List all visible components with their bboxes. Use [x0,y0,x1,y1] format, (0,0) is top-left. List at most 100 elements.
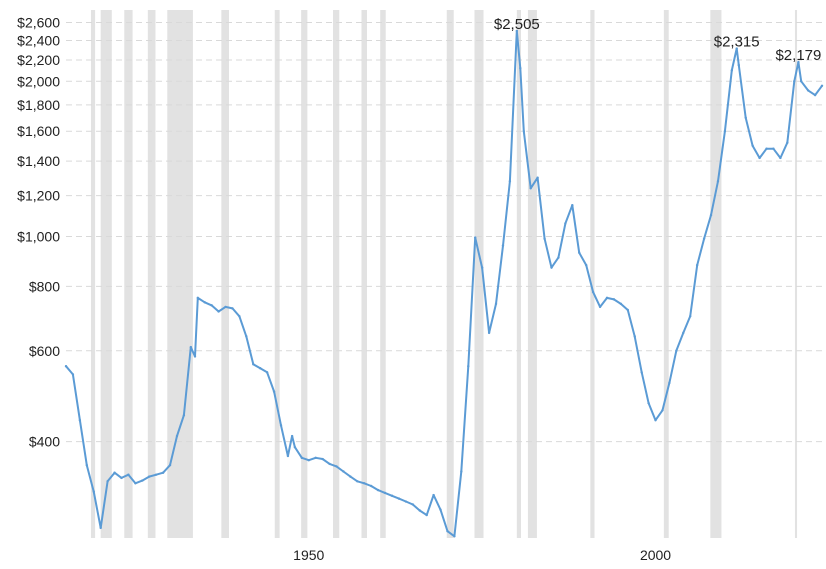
data-point [557,256,560,259]
data-point [716,179,720,183]
x-tick-label: 1950 [293,547,324,563]
data-point [508,179,512,183]
recession-band [590,10,595,538]
x-tick-label: 2000 [640,547,671,563]
data-point [633,335,636,338]
data-point [702,237,706,240]
data-point [314,456,317,460]
y-tick-label: $600 [29,343,60,359]
data-point [342,470,345,473]
data-point [536,176,539,179]
data-point [252,363,255,366]
y-tick-label: $1,000 [17,228,60,244]
data-point [113,471,116,474]
data-point [797,60,800,64]
data-point [175,434,179,438]
data-point [626,308,629,312]
data-point [612,298,616,301]
data-point [619,302,623,306]
data-point [363,482,366,485]
data-point [813,93,817,97]
recession-band [474,10,484,538]
data-point [519,67,522,70]
data-point [92,490,95,493]
recession-band [380,10,386,538]
peak-label: $2,505 [494,16,540,33]
data-point [550,266,553,269]
data-point [134,482,137,485]
data-point [751,144,754,147]
data-point [806,89,810,92]
y-axis: $2,600$2,400 $2,200 $2,000 $1,800 $1,600 $1,4… [17,15,60,450]
data-point [279,424,283,427]
data-point [591,290,595,294]
data-point [439,508,442,511]
data-point [467,365,470,368]
data-point [71,373,75,376]
recession-band [167,10,193,538]
series-layer [64,29,824,538]
data-point [85,463,89,467]
data-point [231,307,234,310]
data-point [349,475,352,478]
data-point [494,302,498,306]
data-point [571,203,574,207]
recession-band [663,10,669,538]
data-point [154,473,158,476]
data-point [529,187,532,190]
data-point [369,484,373,488]
y-tick-label: $2,000 [17,73,60,89]
recession-band [794,10,798,538]
peak-annotations: $2,505 $2,315 $2,179 [494,16,821,64]
data-point [383,491,387,495]
data-point [432,493,435,497]
data-point [335,465,338,468]
data-point [161,471,165,474]
y-tick-label: $2,200 [17,52,60,68]
data-point [480,266,484,269]
recession-bands [90,10,798,538]
data-point [522,130,525,133]
data-point [564,222,567,225]
recession-band [274,10,280,538]
data-point [730,69,734,72]
data-point [245,335,248,338]
grid-lines [66,22,822,443]
data-point [744,116,747,119]
data-point [675,349,678,353]
data-point [640,371,643,374]
peak-label: $2,179 [775,47,821,64]
data-point [735,47,738,50]
data-point [141,479,144,482]
data-point [210,304,213,307]
data-point [598,305,602,309]
data-point [286,454,290,458]
data-point [390,494,394,497]
y-tick-label: $1,800 [17,97,60,113]
data-point [605,296,609,300]
data-point [168,463,172,467]
data-point [654,419,657,422]
data-point [300,456,304,460]
data-point [578,251,581,254]
recession-band [100,10,112,538]
data-point [64,365,68,368]
y-tick-label: $800 [29,278,60,294]
data-point [501,244,505,247]
data-point [668,381,671,385]
data-point [647,401,650,405]
data-point [272,390,276,393]
y-tick-label: $2,400 [17,32,60,48]
data-point [203,301,206,304]
data-point [793,80,796,83]
data-point [193,355,197,358]
data-point [786,141,789,144]
data-point [584,263,588,267]
data-point [543,237,546,240]
data-point [460,470,463,473]
data-point [689,315,692,318]
data-point [182,414,186,417]
data-point [217,310,220,313]
data-point [723,130,727,133]
